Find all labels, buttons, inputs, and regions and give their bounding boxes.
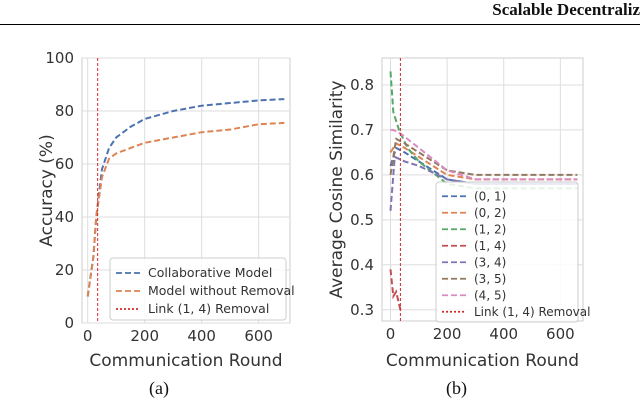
legend-label: Link (1, 4) Removal <box>148 301 269 316</box>
running-title: Scalable Decentraliz <box>492 0 640 19</box>
series-line-4-5 <box>390 128 578 181</box>
x-tick-label: 600 <box>244 327 273 345</box>
legend-label: (3, 4) <box>474 255 506 269</box>
series-line-0-1 <box>389 146 578 185</box>
header-rule <box>0 24 640 25</box>
y-tick-label: 0.7 <box>350 121 374 139</box>
legend-label: (3, 5) <box>474 272 506 286</box>
x-tick-label: 400 <box>187 327 216 345</box>
legend-label: (1, 4) <box>474 239 506 253</box>
legend-label: Collaborative Model <box>148 265 272 280</box>
y-tick-label: 0.4 <box>350 256 374 274</box>
y-tick-label: 0.6 <box>350 166 374 184</box>
y-tick-label: 60 <box>55 155 74 173</box>
y-axis-label: Accuracy (%) <box>37 134 57 246</box>
x-axis-label: Communication Round <box>89 351 282 371</box>
y-tick-label: 0.8 <box>350 76 374 94</box>
legend-label: (0, 2) <box>474 206 506 220</box>
series-line-Model-without-Removal <box>86 121 285 297</box>
x-tick-label: 600 <box>546 325 575 343</box>
chart-b: 0 200 400 600 0.3 0.4 0.5 0.6 0.7 0.8 Communicatio… <box>327 57 590 371</box>
x-tick-label: 200 <box>433 325 462 343</box>
x-axis-label: Communication Round <box>386 351 579 371</box>
x-tick-label: 0 <box>83 327 93 345</box>
y-tick-label: 0 <box>64 314 74 332</box>
y-tick-label: 0.5 <box>350 211 374 229</box>
chart-a: 0 200 400 600 0 20 40 60 80 100 Communication Roun… <box>37 49 295 371</box>
y-axis-label: Average Cosine Similarity <box>327 80 347 298</box>
y-tick-label: 20 <box>55 261 74 279</box>
series-line-3-5 <box>389 137 578 176</box>
legend-label: (1, 2) <box>474 222 506 236</box>
legend-label: Link (1, 4) Removal <box>474 305 590 319</box>
caption-a: (a) <box>149 378 169 398</box>
legend-label: Model without Removal <box>148 283 295 298</box>
x-tick-label: 400 <box>489 325 518 343</box>
x-tick-label: 200 <box>130 327 159 345</box>
y-tick-label: 0.3 <box>350 301 374 319</box>
legend-label: (4, 5) <box>474 288 506 302</box>
series-line-1-4 <box>389 269 402 310</box>
legend <box>435 181 579 323</box>
x-tick-label: 0 <box>386 325 396 343</box>
legend-label: (0, 1) <box>474 189 506 203</box>
y-tick-label: 100 <box>45 49 74 67</box>
caption-b: (b) <box>446 378 467 398</box>
legend <box>109 257 287 321</box>
y-tick-label: 80 <box>55 102 74 120</box>
series-line-Collaborative-Model <box>86 98 285 297</box>
y-tick-label: 40 <box>55 208 74 226</box>
